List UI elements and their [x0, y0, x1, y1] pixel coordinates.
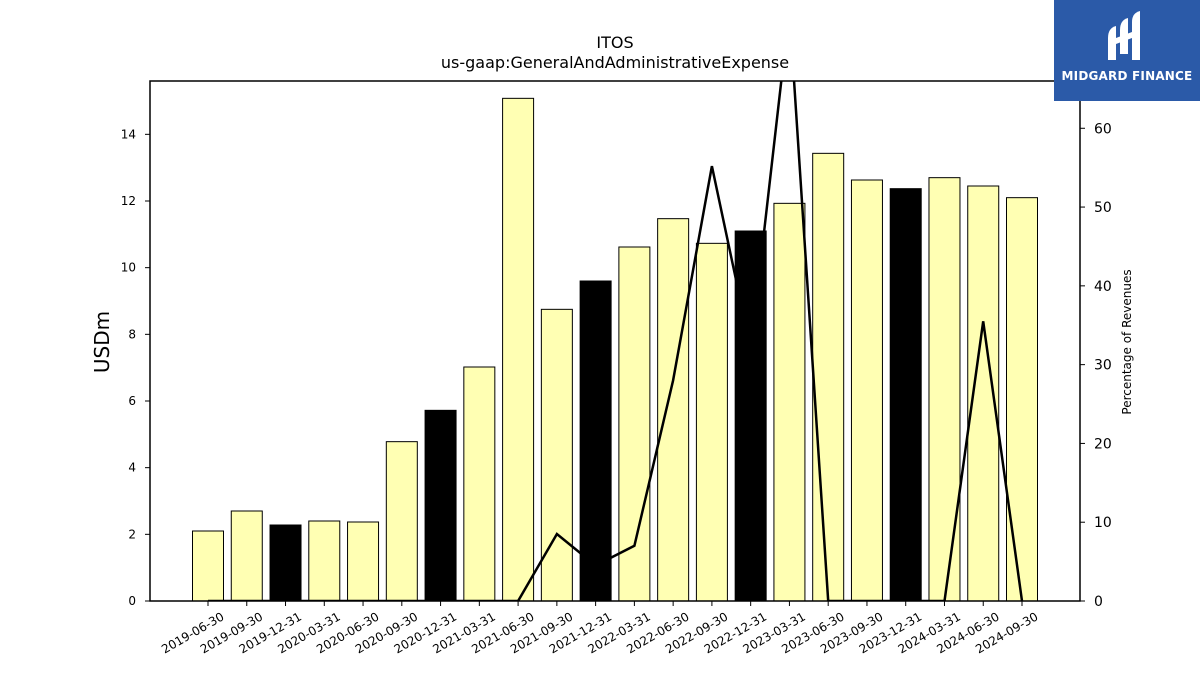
bar-2020-12-31 — [424, 409, 457, 602]
bar-2022-03-31 — [618, 246, 651, 602]
bar-2022-12-31 — [734, 230, 767, 602]
bar-2021-03-31 — [463, 366, 496, 602]
y-tick-label: 14 — [121, 127, 136, 141]
y2-tick-label: 60 — [1094, 121, 1112, 137]
bar-2021-06-30 — [502, 97, 535, 602]
bar-2023-09-30 — [850, 179, 883, 602]
y-tick-label: 6 — [128, 394, 136, 408]
y-tick-label: 4 — [128, 461, 136, 475]
percentage-of-revenues-line — [208, 81, 1024, 601]
y-tick-label: 2 — [128, 527, 136, 541]
bar-2019-09-30 — [230, 510, 263, 602]
y2-tick-label: 0 — [1094, 594, 1103, 610]
bar-2023-03-31 — [773, 202, 806, 602]
y2-axis-ticks: 0 10 20 30 40 50 60 — [1080, 121, 1112, 610]
y2-tick-label: 40 — [1094, 279, 1112, 295]
bar-2024-09-30 — [1006, 197, 1038, 602]
y-axis-label: USDm — [90, 311, 114, 373]
y2-axis-label: Percentage of Revenues — [1120, 269, 1134, 414]
y-tick-label: 8 — [128, 327, 136, 341]
bar-2024-03-31 — [928, 177, 961, 602]
bar-2019-06-30 — [192, 530, 224, 602]
y2-tick-label: 30 — [1094, 358, 1112, 374]
x-axis-ticks: 2019-06-302019-09-302019-12-312020-03-31… — [159, 601, 1041, 656]
brand-logo: MIDGARD FINANCE — [1054, 0, 1200, 101]
bar-2021-12-31 — [579, 280, 612, 602]
bars-group — [192, 97, 1038, 602]
bar-2020-09-30 — [385, 441, 418, 602]
bar-2021-09-30 — [540, 308, 573, 602]
y-tick-label: 10 — [121, 261, 136, 275]
y2-tick-label: 50 — [1094, 200, 1112, 216]
y2-tick-label: 20 — [1094, 436, 1112, 452]
chart-title: ITOS — [596, 33, 633, 52]
y2-tick-label: 10 — [1094, 515, 1112, 531]
brand-name: MIDGARD FINANCE — [1061, 69, 1193, 83]
bar-2022-09-30 — [695, 242, 728, 602]
midgard-logo-icon — [1108, 11, 1140, 60]
bar-2020-06-30 — [347, 521, 380, 602]
bar-2020-03-31 — [308, 520, 341, 602]
chart-subtitle: us-gaap:GeneralAndAdministrativeExpense — [441, 53, 789, 72]
plot-frame — [149, 80, 1081, 602]
bar-2019-12-31 — [269, 524, 302, 602]
y-tick-label: 0 — [128, 594, 136, 608]
bar-2023-12-31 — [889, 188, 922, 602]
y-tick-label: 12 — [121, 194, 136, 208]
bar-2022-06-30 — [657, 218, 690, 602]
bar-2023-06-30 — [812, 152, 845, 602]
y-axis-ticks: 0 2 4 6 8 10 12 14 — [121, 127, 150, 608]
percentage-line-group — [208, 81, 1024, 601]
